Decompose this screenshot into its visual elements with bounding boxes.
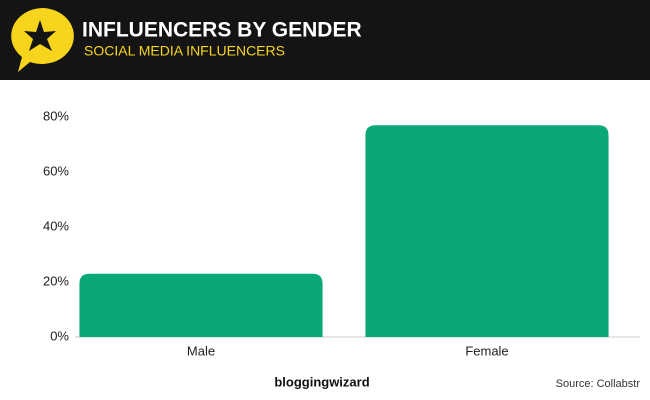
bar [79, 273, 323, 337]
x-tick-label: Female [465, 343, 508, 358]
bar [365, 125, 609, 337]
header-band [0, 0, 650, 80]
logo-icon [11, 8, 74, 72]
x-tick-label: Male [187, 343, 215, 358]
y-tick-label: 0% [50, 328, 69, 343]
y-tick-label: 40% [43, 218, 69, 233]
y-tick-label: 60% [43, 163, 69, 178]
chart-subtitle: SOCIAL MEDIA INFLUENCERS [84, 43, 285, 59]
chart-title: INFLUENCERS BY GENDER [82, 19, 362, 42]
source-note: Source: Collabstr [556, 378, 641, 390]
brand: bloggingwizard [274, 374, 369, 389]
y-tick-label: 20% [43, 273, 69, 288]
y-tick-label: 80% [43, 108, 69, 123]
